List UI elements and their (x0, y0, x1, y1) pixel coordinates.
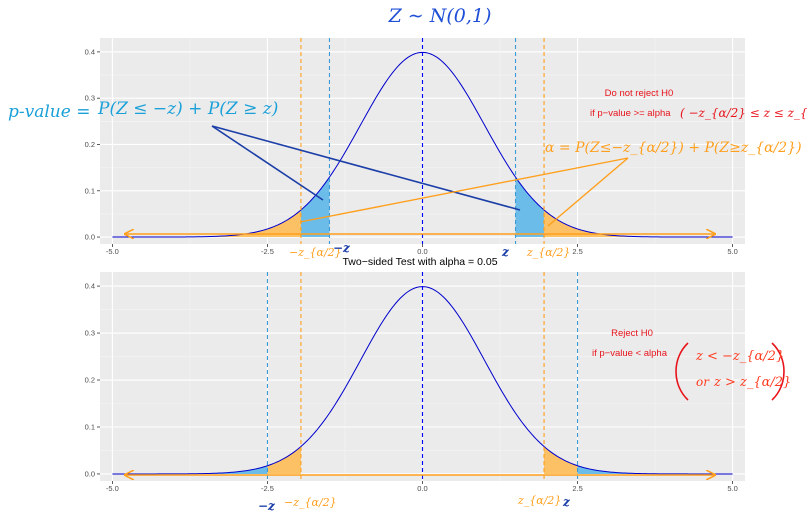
bottom-pos-z-label: z (562, 495, 571, 509)
bottom-decision-formula-a: z < −z_{α/2} (695, 349, 784, 364)
bottom-decision-title: Reject H0 (611, 328, 653, 339)
top-pos-crit-label: z_{α/2} (526, 246, 570, 259)
top-y-ticks: 0.0 0.1 0.2 0.3 0.4 (85, 47, 100, 242)
y-tick-label: 0.4 (85, 47, 95, 56)
bottom-x-ticks: -5.0 -2.5 0.0 2.5 5.0 (106, 481, 738, 493)
bottom-panel: 0.0 0.1 0.2 0.3 0.4 -5.0 -2.5 0.0 2.5 5.0 Reject… (85, 272, 791, 513)
top-pos-z-label: z (501, 245, 510, 259)
x-tick-label: 2.5 (572, 484, 582, 493)
shaded-tail-region (300, 177, 330, 238)
bottom-chart-title: Two−sided Test with alpha = 0.05 (342, 256, 497, 268)
y-tick-label: 0.2 (85, 140, 95, 149)
top-decision-formula: ( −z_{α/2} ≤ z ≤ z_{α/2} ) (680, 106, 808, 120)
bottom-neg-z-label: −z (258, 499, 276, 513)
pvalue-formula: P(Z ≤ −z) + P(Z ≥ z) (97, 99, 278, 119)
bottom-neg-crit-label: −z_{α/2} (284, 496, 337, 509)
shaded-tail-region (515, 177, 545, 238)
bottom-decision-rule: if p−value < alpha (592, 348, 668, 359)
bottom-decision-formula-b: z > z_{α/2} (713, 375, 791, 390)
x-tick-label: 0.0 (417, 247, 427, 256)
pvalue-label: p-value = (8, 102, 90, 122)
top-neg-crit-label: −z_{α/2} (289, 246, 342, 259)
top-decision-rule: if p−value >= alpha (590, 108, 671, 119)
pvalue-pointer-right (211, 125, 521, 211)
top-x-ticks: -5.0 -2.5 0.0 2.5 5.0 (106, 244, 738, 256)
y-tick-label: 0.2 (85, 376, 95, 385)
x-tick-label: 5.0 (727, 484, 737, 493)
top-panel: Z ∼ N(0,1) 0.0 0.1 0.2 0.3 0.4 -5.0 -2.5 0.0 2.… (8, 5, 808, 259)
pvalue-pointer-left (211, 125, 324, 201)
bottom-y-ticks: 0.0 0.1 0.2 0.3 0.4 (85, 282, 100, 478)
top-title-formula: Z ∼ N(0,1) (388, 5, 492, 27)
alpha-pointer-left (299, 157, 629, 223)
top-decision-title: Do not reject H0 (605, 88, 674, 99)
y-tick-label: 0.1 (85, 422, 95, 431)
x-tick-label: -2.5 (261, 247, 274, 256)
x-tick-label: -5.0 (106, 247, 119, 256)
bottom-pos-crit-label: z_{α/2} (517, 494, 561, 507)
bottom-decision-or: or (696, 375, 710, 389)
top-vlines (300, 38, 545, 244)
top-neg-z-label: −z (333, 241, 351, 255)
y-tick-label: 0.4 (85, 282, 95, 291)
x-tick-label: 5.0 (727, 247, 737, 256)
y-tick-label: 0.0 (85, 469, 95, 478)
y-tick-label: 0.3 (85, 94, 95, 103)
bottom-decision-right-paren (771, 342, 785, 401)
x-tick-label: -2.5 (261, 484, 274, 493)
x-tick-label: 2.5 (572, 247, 582, 256)
y-tick-label: 0.3 (85, 329, 95, 338)
y-tick-label: 0.0 (85, 233, 95, 242)
alpha-formula: α = P(Z≤−z_{α/2}) + P(Z≥z_{α/2}) (545, 140, 802, 156)
x-tick-label: -5.0 (106, 484, 119, 493)
y-tick-label: 0.1 (85, 186, 95, 195)
x-tick-label: 0.0 (417, 484, 427, 493)
bottom-decision-left-paren (675, 342, 689, 401)
alpha-pointer-right (547, 157, 629, 227)
